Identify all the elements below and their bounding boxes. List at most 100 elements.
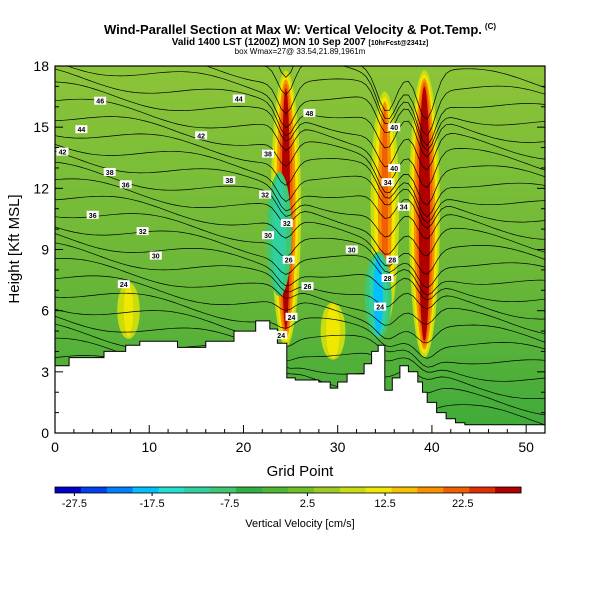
contour-label-13: 36: [86, 210, 99, 220]
contour-label-text: 34: [400, 205, 408, 212]
contour-label-20: 30: [345, 245, 358, 255]
contour-label-text: 24: [288, 315, 296, 322]
contour-label-26: 24: [285, 312, 298, 322]
contour-label-19: 30: [262, 231, 274, 240]
contour-label-11: 38: [223, 176, 236, 185]
contour-label-text: 44: [235, 97, 243, 104]
y-tick-label: 3: [41, 364, 49, 380]
contour-label-bg: [381, 178, 394, 187]
contour-label-16: 32: [136, 227, 149, 236]
chart-subtitle: Valid 1400 LST (1200Z) MON 10 Sep 2007 […: [171, 37, 429, 48]
contour-label-text: 26: [304, 284, 312, 291]
theta-contour-20: [55, 81, 545, 171]
contour-label-bg: [262, 231, 274, 240]
theta-contour-3: [55, 315, 545, 382]
contour-label-text: 24: [120, 282, 128, 289]
contour-label-8: 40: [388, 163, 401, 173]
theta-contour-7: [55, 258, 545, 335]
colorbar-frame: [54, 486, 522, 494]
x-tick-label: 30: [330, 439, 346, 455]
contour-label-12: 34: [381, 178, 394, 187]
contour-label-bg: [56, 147, 69, 156]
velocity-column-5-level-1: [123, 284, 134, 337]
contour-label-bg: [388, 163, 401, 172]
contour-label-10: 36: [119, 180, 132, 189]
contour-label-23: 26: [282, 255, 295, 265]
contour-label-22: 28: [381, 274, 394, 283]
y-tick-label: 15: [33, 119, 49, 135]
contour-label-text: 48: [306, 111, 314, 118]
theta-contour-18: [55, 116, 545, 206]
colorbar: [54, 486, 522, 494]
contour-label-text: 24: [277, 333, 285, 340]
x-tick-label: 0: [51, 439, 59, 455]
velocity-column-3-level-2: [373, 256, 383, 335]
contour-label-bg: [301, 282, 314, 291]
contour-label-bg: [136, 227, 149, 236]
theta-contour-14: [55, 161, 545, 240]
contour-label-text: 38: [264, 152, 272, 159]
contour-label-18: 30: [149, 251, 162, 261]
chart-title: Wind-Parallel Section at Max W: Vertical…: [103, 22, 497, 37]
colorbar-tick-label: -27.5: [62, 498, 87, 510]
colorbar-tick-label: 12.5: [374, 498, 395, 510]
contour-label-text: 30: [264, 233, 272, 240]
contour-label-bg: [232, 94, 245, 103]
contour-label-bg: [374, 302, 387, 311]
contour-label-text: 40: [390, 166, 398, 173]
colorbar-swatch: [365, 487, 393, 493]
y-axis-label: Height [Kft MSL]: [6, 194, 23, 303]
theta-contour-4: [55, 308, 545, 368]
theta-contour-17: [55, 133, 545, 218]
contour-label-3: 40: [388, 123, 401, 132]
theta-contour-9: [55, 233, 545, 303]
contour-label-17: 32: [280, 219, 293, 228]
contour-label-0: 46: [94, 96, 107, 106]
y-tick-label: 18: [33, 58, 49, 74]
colorbar-swatch: [391, 487, 418, 493]
theta-contour-5: [55, 292, 545, 359]
contour-label-bg: [262, 149, 274, 158]
x-axis-label: Grid Point: [267, 463, 335, 480]
colorbar-swatch: [210, 487, 237, 493]
contour-label-7: 38: [262, 149, 274, 159]
contour-label-4: 44: [75, 125, 88, 134]
theta-contour-16: [55, 143, 545, 224]
y-tick-label: 0: [41, 425, 49, 441]
contour-label-text: 38: [225, 178, 233, 185]
contour-label-bg: [303, 108, 316, 117]
theta-contour-labels: 46 44 48 40 44 42 42 38 40 38 36 38 34 36 32 34 32 32 30 30…: [56, 94, 410, 340]
theta-contour-13: [55, 178, 545, 257]
theta-contour-8: [55, 242, 545, 320]
contour-label-bg: [275, 331, 288, 340]
contour-label-text: 30: [152, 254, 160, 261]
contour-label-28: 24: [374, 302, 387, 312]
y-tick-label: 9: [41, 242, 49, 258]
contour-label-9: 38: [103, 168, 116, 177]
plot-area: 46 44 48 40 44 42 42 38 40 38 36 38 34 36 32 34 32 32 30 30…: [55, 66, 545, 433]
colorbar-swatch: [288, 487, 315, 493]
contour-label-text: 42: [59, 150, 67, 157]
contour-label-bg: [280, 219, 293, 227]
contour-label-text: 34: [384, 180, 392, 187]
contour-label-text: 30: [348, 248, 356, 255]
contour-label-24: 26: [301, 282, 314, 291]
theta-contour-25: [278, 66, 545, 120]
colorbar-swatch: [469, 487, 496, 493]
colorbar-swatch: [132, 487, 160, 493]
contour-label-bg: [381, 274, 394, 282]
contour-label-text: 36: [89, 213, 97, 220]
contour-label-14: 32: [259, 190, 272, 200]
theta-contour-6: [55, 275, 545, 344]
theta-contour-19: [55, 98, 545, 189]
contour-label-text: 36: [122, 182, 130, 189]
x-axis: 0 10 20 30 40 50: [51, 425, 546, 455]
contour-label-bg: [86, 210, 99, 219]
theta-contour-21: [55, 68, 545, 158]
colorbar-swatch: [106, 487, 134, 493]
x-tick-label: 40: [424, 439, 440, 455]
contour-label-bg: [285, 312, 298, 321]
contour-label-bg: [259, 190, 272, 199]
contour-label-5: 42: [195, 131, 208, 140]
